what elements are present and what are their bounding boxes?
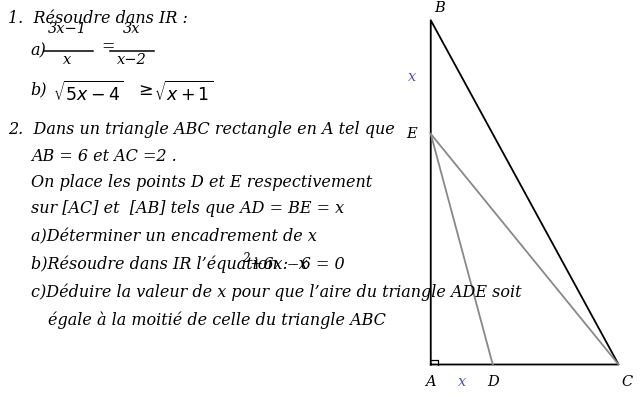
Text: x−2: x−2 — [117, 53, 146, 67]
Text: A: A — [426, 375, 436, 389]
Text: égale à la moitié de celle du triangle ABC: égale à la moitié de celle du triangle A… — [48, 312, 386, 329]
Text: B: B — [434, 1, 445, 15]
Text: x: x — [458, 375, 466, 389]
Text: AB = 6 et AC =2 .: AB = 6 et AC =2 . — [31, 148, 176, 165]
Text: a)Déterminer un encadrement de x: a)Déterminer un encadrement de x — [31, 229, 317, 246]
Text: 2: 2 — [242, 252, 250, 265]
Text: E: E — [406, 127, 417, 141]
Text: D: D — [487, 375, 499, 389]
Text: On place les points D et E respectivement: On place les points D et E respectivemen… — [31, 174, 372, 191]
Text: 3x: 3x — [122, 22, 140, 36]
Text: x: x — [408, 70, 417, 84]
Text: sur [AC] et  [AB] tels que AD = BE = x: sur [AC] et [AB] tels que AD = BE = x — [31, 200, 344, 217]
Text: C: C — [622, 375, 633, 389]
Text: b)Résoudre dans IR l’équation : -x: b)Résoudre dans IR l’équation : -x — [31, 256, 308, 273]
Text: $\sqrt{5x-4}$: $\sqrt{5x-4}$ — [53, 81, 123, 105]
Text: =: = — [101, 38, 115, 55]
Text: b): b) — [31, 81, 47, 98]
Text: $\geq$: $\geq$ — [135, 81, 153, 99]
Text: 2.  Dans un triangle ABC rectangle en A tel que: 2. Dans un triangle ABC rectangle en A t… — [8, 122, 394, 139]
Text: c)Déduire la valeur de x pour que l’aire du triangle ADE soit: c)Déduire la valeur de x pour que l’aire… — [31, 284, 521, 301]
Text: 3x−1: 3x−1 — [48, 22, 87, 36]
Text: +6x – 6 = 0: +6x – 6 = 0 — [250, 256, 345, 273]
Text: 1.  Résoudre dans IR :: 1. Résoudre dans IR : — [8, 10, 188, 27]
Text: $\sqrt{x+1}$: $\sqrt{x+1}$ — [154, 81, 213, 105]
Text: a): a) — [31, 43, 47, 60]
Text: x: x — [63, 53, 71, 67]
